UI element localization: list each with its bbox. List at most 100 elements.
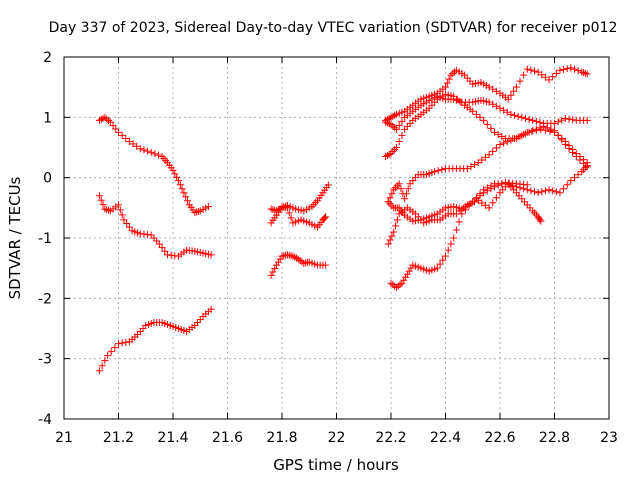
data-point xyxy=(474,197,482,205)
data-point xyxy=(457,98,465,106)
data-point xyxy=(518,113,526,121)
data-point xyxy=(386,236,394,244)
data-point xyxy=(174,177,182,185)
series-arc-10 xyxy=(384,122,591,206)
data-point xyxy=(383,152,391,160)
data-point xyxy=(269,268,277,276)
data-point xyxy=(471,161,479,169)
data-point xyxy=(489,85,497,93)
data-point xyxy=(565,145,573,153)
data-point xyxy=(122,338,130,346)
data-point xyxy=(382,153,390,161)
data-point xyxy=(144,147,152,155)
y-axis-label: SDTVAR / TECUs xyxy=(6,176,24,299)
data-point xyxy=(393,216,401,224)
data-point xyxy=(398,131,406,139)
data-point xyxy=(531,188,539,196)
data-point xyxy=(452,226,460,234)
data-point xyxy=(549,187,557,195)
data-point xyxy=(171,170,179,178)
series-arc-6 xyxy=(267,251,330,279)
data-point xyxy=(521,114,529,122)
data-point xyxy=(396,281,404,289)
data-point xyxy=(407,264,415,272)
data-point xyxy=(442,83,449,91)
data-point xyxy=(511,111,519,119)
data-point xyxy=(491,128,499,136)
data-point xyxy=(324,181,332,189)
data-point xyxy=(158,244,166,252)
data-point xyxy=(485,98,493,106)
data-point xyxy=(398,279,406,287)
data-point xyxy=(388,190,396,198)
data-point xyxy=(467,163,475,171)
data-point xyxy=(525,115,533,123)
data-point xyxy=(551,127,558,135)
data-point xyxy=(480,116,488,124)
x-tick-label: 21.4 xyxy=(157,430,188,446)
data-point xyxy=(293,254,301,262)
data-point xyxy=(569,116,577,124)
data-point xyxy=(390,228,398,236)
data-point xyxy=(481,201,489,209)
data-point xyxy=(123,220,131,228)
data-point xyxy=(472,195,480,203)
data-point xyxy=(397,185,405,193)
data-point xyxy=(387,121,395,129)
data-point xyxy=(537,217,545,225)
data-point xyxy=(140,146,148,154)
data-point xyxy=(321,214,329,222)
data-point xyxy=(207,251,215,259)
data-point xyxy=(101,113,109,121)
data-point xyxy=(180,189,188,197)
series-arc-5 xyxy=(267,203,330,231)
data-point xyxy=(405,267,413,275)
data-point xyxy=(574,171,582,179)
data-point xyxy=(534,189,542,197)
x-axis-label: GPS time / hours xyxy=(273,456,399,474)
data-point xyxy=(558,116,566,124)
data-point xyxy=(95,192,103,200)
data-point xyxy=(516,77,524,85)
data-point xyxy=(478,199,486,207)
data-point xyxy=(433,264,441,272)
data-point xyxy=(565,115,573,123)
data-point xyxy=(118,211,126,219)
data-point xyxy=(525,128,533,136)
data-point xyxy=(469,107,477,115)
data-point xyxy=(267,205,275,213)
data-point xyxy=(194,207,202,215)
y-tick-labels: -4 -3 -2 -1 0 1 2 xyxy=(38,50,52,428)
y-tick-label: -2 xyxy=(38,291,52,307)
data-point xyxy=(514,112,522,120)
data-point xyxy=(507,110,515,118)
data-point xyxy=(541,187,549,195)
data-point xyxy=(485,204,493,212)
data-point xyxy=(436,260,444,268)
data-point xyxy=(572,153,580,161)
data-point xyxy=(580,69,588,77)
data-point xyxy=(389,122,397,130)
data-point xyxy=(507,91,515,99)
data-point xyxy=(274,258,282,266)
data-point xyxy=(438,166,446,174)
data-point xyxy=(523,181,531,189)
data-point xyxy=(503,108,511,116)
data-point xyxy=(154,151,162,159)
y-tick-label: 2 xyxy=(43,50,52,66)
data-point xyxy=(507,136,515,144)
data-point xyxy=(458,210,466,218)
data-point xyxy=(296,257,304,265)
data-point xyxy=(287,214,295,222)
data-point xyxy=(400,276,408,284)
data-point xyxy=(395,121,403,129)
data-point xyxy=(105,206,113,214)
data-point xyxy=(561,115,569,123)
data-point xyxy=(97,196,105,204)
data-point xyxy=(570,174,578,182)
data-point xyxy=(447,240,455,248)
data-point xyxy=(532,125,540,133)
data-point xyxy=(583,162,591,170)
chart-title: Day 337 of 2023, Sidereal Day-to-day VTE… xyxy=(49,20,618,36)
